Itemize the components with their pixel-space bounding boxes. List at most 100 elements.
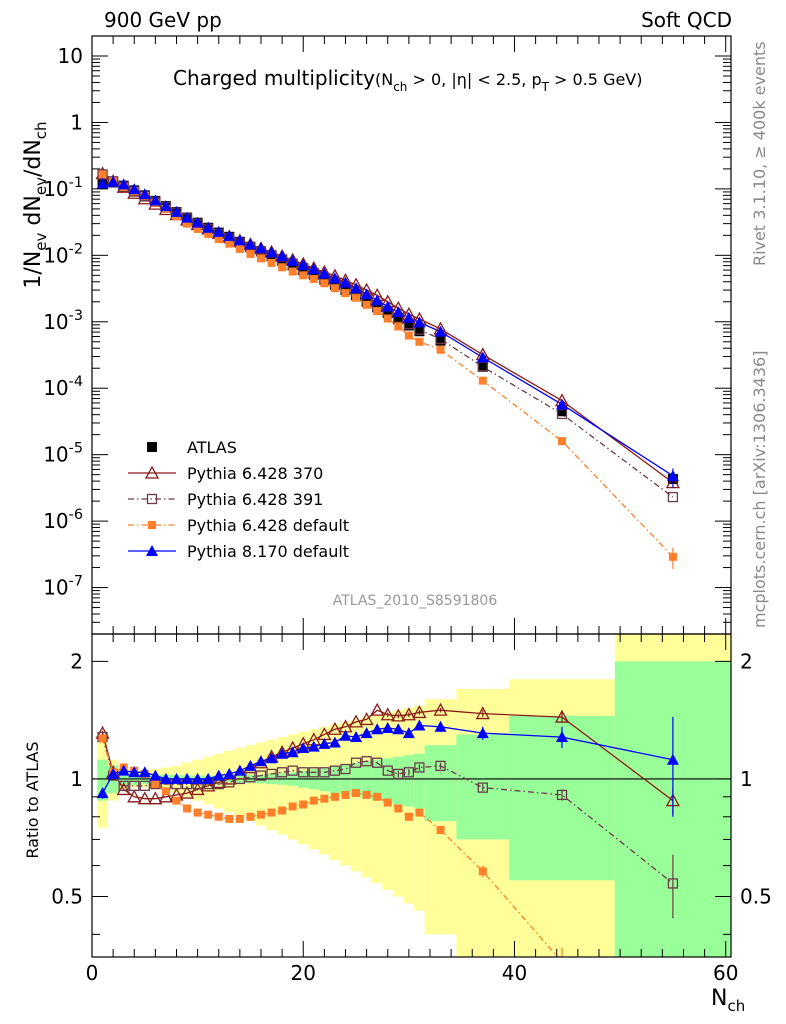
ratio-point-pythia-6-428-default <box>98 734 107 743</box>
ratio-point-pythia-8-170-default <box>265 752 278 764</box>
point-pythia-8-170-default <box>276 250 289 262</box>
point-pythia-8-170-default <box>181 211 194 223</box>
green-band-bin <box>97 759 108 801</box>
ratio-point-pythia-8-170-default <box>138 766 151 778</box>
ratio-y-tick-label-right: 2 <box>740 649 753 673</box>
green-band-bin <box>340 764 351 795</box>
ratio-point-pythia-6-428-default <box>309 796 318 805</box>
ratio-point-pythia-6-428-391 <box>403 767 415 778</box>
point-pythia-8-170-default <box>96 177 109 189</box>
ratio-y-tick-label-left: 1 <box>70 767 83 791</box>
ratio-point-pythia-6-428-default <box>373 792 382 801</box>
point-atlas <box>477 360 488 371</box>
ratio-point-pythia-8-170-default <box>233 764 246 776</box>
ratio-point-pythia-6-428-default <box>183 804 192 813</box>
point-pythia-6-428-default <box>225 239 234 248</box>
ratio-point-pythia-6-428-default <box>151 780 160 789</box>
point-pythia-6-428-default <box>373 307 382 316</box>
ratio-point-pythia-6-428-default <box>558 958 566 966</box>
point-pythia-6-428-default <box>415 337 424 346</box>
header-right-label: Soft QCD <box>641 8 732 32</box>
ratio-line-pythia-6-428-default <box>101 738 559 957</box>
ratio-point-pythia-6-428-default <box>225 814 234 823</box>
point-atlas <box>403 320 414 331</box>
green-band-bin <box>371 759 383 801</box>
ratio-point-pythia-8-170-default <box>191 772 204 784</box>
ratio-point-pythia-6-428-391 <box>556 789 568 801</box>
ratio-point-pythia-8-170-default <box>476 727 489 739</box>
ratio-point-pythia-8-170-default <box>371 723 384 735</box>
point-pythia-6-428-default <box>309 275 318 284</box>
y-tick-label: 10-3 <box>43 308 83 334</box>
ratio-point-pythia-8-170-default <box>297 742 310 754</box>
point-pythia-6-428-default <box>288 267 297 276</box>
yellow-band-bin <box>245 745 256 822</box>
ratio-point-pythia-6-428-370 <box>179 785 195 799</box>
legend-marker-atlas <box>147 442 157 452</box>
yellow-band-bin <box>255 742 267 826</box>
ratio-point-pythia-6-428-370 <box>327 721 343 735</box>
ratio-point-pythia-6-428-default <box>246 812 255 821</box>
point-pythia-8-170-default <box>265 246 278 258</box>
point-pythia-6-428-default <box>278 263 287 272</box>
ratio-point-pythia-6-428-default <box>394 804 403 813</box>
point-pythia-8-170-default <box>286 254 299 266</box>
point-pythia-6-428-default <box>98 170 107 179</box>
point-pythia-6-428-default <box>404 331 413 340</box>
ratio-point-pythia-6-428-370 <box>148 791 163 805</box>
ratio-point-pythia-6-428-370 <box>391 708 406 722</box>
green-band-bin <box>361 761 372 799</box>
point-pythia-8-170-default <box>202 221 215 233</box>
yellow-band-bin <box>266 739 277 831</box>
y-tick-label: 1 <box>70 110 83 134</box>
ratio-point-pythia-8-170-default <box>556 731 569 743</box>
point-pythia-6-428-default <box>183 219 192 228</box>
yellow-band-bin <box>297 731 309 845</box>
point-atlas <box>382 308 393 319</box>
point-pythia-6-428-default <box>394 322 403 331</box>
point-pythia-8-170-default <box>328 272 341 284</box>
green-band-bin <box>424 745 457 822</box>
point-pythia-8-170-default <box>138 188 151 200</box>
point-atlas <box>557 406 568 417</box>
ratio-point-pythia-6-428-default <box>362 790 371 799</box>
ratio-point-pythia-8-170-default <box>181 772 194 784</box>
legend-label-atlas: ATLAS <box>187 438 237 457</box>
ratio-point-pythia-8-170-default <box>339 729 352 741</box>
point-pythia-8-170-default <box>402 311 415 323</box>
ratio-point-pythia-8-170-default <box>328 736 341 748</box>
y-tick-label: 10-1 <box>43 175 83 201</box>
point-pythia-8-170-default <box>307 263 320 275</box>
point-pythia-8-170-default <box>556 398 569 410</box>
green-band-bin <box>382 758 394 803</box>
point-pythia-8-170-default <box>107 175 120 187</box>
y-axis-label: 1/Nev dNev/dNch <box>21 121 50 288</box>
point-pythia-8-170-default <box>149 194 162 206</box>
ratio-y-tick-label-left: 2 <box>70 649 83 673</box>
ratio-point-pythia-8-170-default <box>170 772 183 784</box>
ratio-point-pythia-6-428-391 <box>382 765 393 776</box>
y-tick-label: 10-2 <box>43 241 83 267</box>
point-pythia-8-170-default <box>360 288 373 300</box>
ratio-point-pythia-6-428-default <box>161 787 170 796</box>
legend-marker-pythia-6-428-391 <box>146 493 158 505</box>
legend-label-pythia-8-170-default: Pythia 8.170 default <box>187 542 349 561</box>
ratio-point-pythia-6-428-391 <box>414 762 425 773</box>
ratio-plot-area <box>92 702 731 966</box>
point-pythia-6-428-default <box>383 314 392 323</box>
ratio-point-pythia-8-170-default <box>360 727 373 739</box>
ratio-point-pythia-6-428-default <box>256 810 265 819</box>
point-pythia-6-428-default <box>436 345 445 354</box>
point-pythia-8-170-default <box>244 238 257 250</box>
green-band-bin <box>393 756 404 805</box>
legend-label-pythia-6-428-391: Pythia 6.428 391 <box>187 490 323 509</box>
ratio-point-pythia-6-428-391 <box>118 780 129 792</box>
plot-title: Charged multiplicity(Nch > 0, |η| < 2.5,… <box>173 66 643 94</box>
yellow-band-bin <box>287 734 298 840</box>
point-pythia-6-428-default <box>193 224 202 233</box>
point-pythia-6-428-default <box>558 437 567 446</box>
ratio-point-pythia-6-428-391 <box>435 760 446 772</box>
point-pythia-6-428-default <box>214 235 223 244</box>
x-tick-label: 20 <box>291 961 316 985</box>
